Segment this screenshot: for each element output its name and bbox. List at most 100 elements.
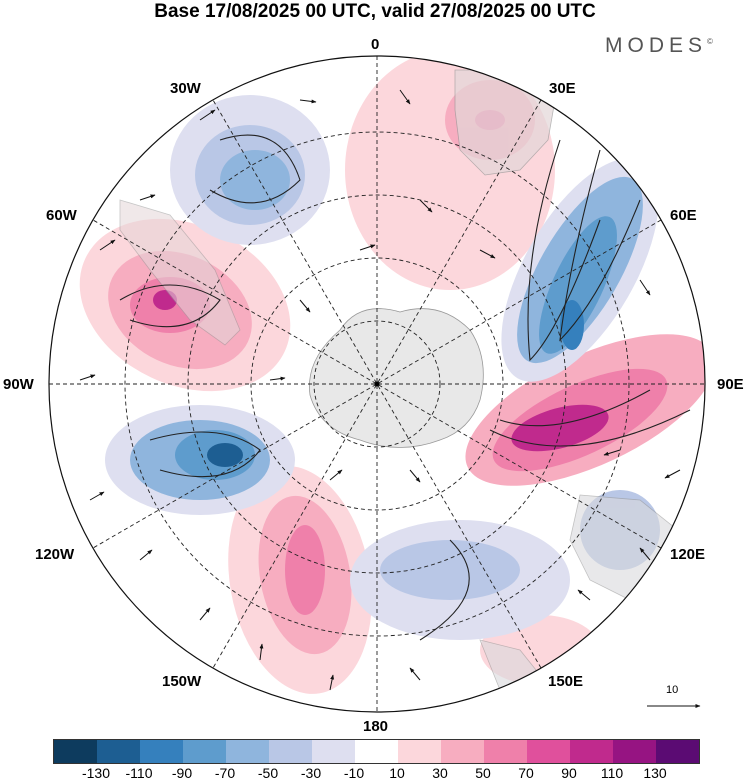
- modes-logo: MODES©: [605, 34, 713, 58]
- label-150e: 150E: [548, 673, 584, 690]
- wind-arrow: [639, 547, 651, 561]
- anomaly-east-atlantic-core: [539, 216, 617, 354]
- anomaly-weddell-core: [220, 150, 290, 210]
- colorbar-tick-label: -10: [343, 765, 365, 781]
- graticule: [49, 56, 705, 712]
- label-0: 0: [371, 36, 380, 53]
- anomaly-east-atlantic-max: [560, 300, 584, 350]
- wind-arrow: [99, 239, 116, 251]
- colorbar-swatch: [54, 740, 97, 763]
- colorbar-swatch: [398, 740, 441, 763]
- south-america-land: [119, 199, 241, 346]
- colorbar-swatch: [97, 740, 140, 763]
- streamline-2: [559, 149, 641, 342]
- wind-arrow: [479, 249, 496, 259]
- colorbar-tick-label: -110: [125, 765, 153, 781]
- wind-arrow: [139, 549, 153, 561]
- wind-arrow: [409, 667, 421, 681]
- anomaly-indian-ocean-core: [511, 404, 609, 452]
- latitude-circle: [250, 257, 504, 511]
- colorbar-tick-label: -130: [81, 765, 111, 781]
- colorbar-tick-label: -70: [214, 765, 236, 781]
- streamline-4: [489, 409, 691, 447]
- colorbar-tick-label: 50: [475, 765, 491, 781]
- colorbar-swatch: [527, 740, 570, 763]
- label-30e: 30E: [549, 80, 576, 97]
- brand-text: MODES: [605, 34, 708, 57]
- meridian-120e-60w: [92, 219, 662, 549]
- colorbar-tick-label: 130: [643, 765, 667, 781]
- colorbar-tick-label: -30: [300, 765, 322, 781]
- latitude-circle: [187, 194, 567, 574]
- south-pole-marker: [374, 381, 380, 387]
- wind-arrow: [139, 194, 156, 201]
- wind-arrow: [199, 109, 216, 121]
- colorbar-swatch: [355, 740, 398, 763]
- label-120e: 120E: [670, 546, 706, 563]
- colorbar-swatch: [183, 740, 226, 763]
- colorbar-swatch: [484, 740, 527, 763]
- map-title: Base 17/08/2025 00 UTC, valid 27/08/2025…: [154, 1, 596, 22]
- streamline-1: [527, 139, 601, 362]
- label-120w: 120W: [35, 546, 75, 563]
- brand-mark: ©: [707, 37, 713, 46]
- colorbar-tick-label: 70: [518, 765, 534, 781]
- wind-arrow: [419, 199, 433, 213]
- colorbar-tick-label: 30: [432, 765, 448, 781]
- map-border: [48, 55, 706, 713]
- wind-arrow: [603, 449, 621, 456]
- wind-arrow: [409, 469, 421, 483]
- colorbar-tick-label: 110: [600, 765, 624, 781]
- label-90w: 90W: [3, 376, 34, 393]
- anomaly-south-atlantic: [345, 56, 555, 290]
- colorbar-tick-label: 10: [389, 765, 405, 781]
- wind-arrow: [359, 244, 376, 251]
- wind-arrow: [329, 469, 343, 481]
- colorbar-swatch: [140, 740, 183, 763]
- label-60e: 60E: [670, 207, 697, 224]
- label-30w: 30W: [170, 80, 201, 97]
- streamline-7: [209, 134, 301, 204]
- colorbar-swatch: [441, 740, 484, 763]
- streamline-6: [119, 284, 221, 328]
- wind-arrow: [79, 374, 96, 381]
- antarctica: [308, 308, 484, 448]
- meridian-30e-150w: [212, 99, 542, 669]
- colorbar-tick-label: -90: [171, 765, 193, 781]
- wind-arrows: [79, 89, 681, 691]
- anomaly-field: [79, 56, 705, 712]
- streamline-8: [419, 539, 470, 641]
- colorbar-swatch: [269, 740, 312, 763]
- wind-arrow: [577, 589, 591, 601]
- streamline-3: [499, 389, 651, 427]
- reference-vector-label: 10: [666, 684, 679, 696]
- anomaly-ross-core: [380, 540, 520, 600]
- anomaly-pacific-core: [285, 525, 325, 615]
- wind-arrow: [399, 89, 411, 105]
- wind-arrow: [199, 607, 211, 621]
- wind-arrow: [299, 299, 311, 313]
- latitude-circle: [313, 320, 441, 448]
- label-180: 180: [363, 718, 389, 735]
- colorbar: [53, 739, 700, 764]
- colorbar-tick-label: -50: [257, 765, 279, 781]
- colorbar-tick-label: 90: [561, 765, 577, 781]
- anomaly-amundsen-max: [207, 443, 243, 467]
- label-90e: 90E: [717, 376, 744, 393]
- streamlines: [119, 134, 691, 641]
- colorbar-swatch: [570, 740, 613, 763]
- wind-arrow: [259, 643, 264, 661]
- colorbar-swatch: [312, 740, 355, 763]
- latitude-circle: [124, 131, 630, 637]
- wind-arrow: [639, 279, 651, 296]
- streamline-5: [149, 431, 261, 478]
- wind-arrow: [269, 376, 286, 381]
- colorbar-swatch: [613, 740, 656, 763]
- wind-arrow: [664, 469, 681, 479]
- colorbar-swatch: [226, 740, 269, 763]
- meridian-60e-120w: [92, 219, 662, 549]
- wind-arrow: [299, 99, 317, 104]
- label-150w: 150W: [162, 673, 202, 690]
- label-60w: 60W: [46, 207, 77, 224]
